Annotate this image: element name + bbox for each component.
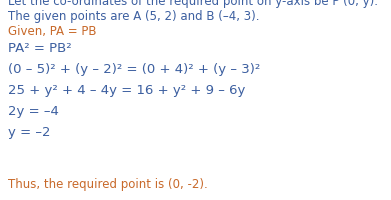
Text: Let the co-ordinates of the required point on y-axis be P (0, y).: Let the co-ordinates of the required poi… xyxy=(8,0,378,8)
Text: The given points are A (5, 2) and B (–4, 3).: The given points are A (5, 2) and B (–4,… xyxy=(8,10,260,23)
Text: 2y = –4: 2y = –4 xyxy=(8,104,59,117)
Text: Thus, the required point is (0, -2).: Thus, the required point is (0, -2). xyxy=(8,177,208,190)
Text: 25 + y² + 4 – 4y = 16 + y² + 9 – 6y: 25 + y² + 4 – 4y = 16 + y² + 9 – 6y xyxy=(8,84,246,97)
Text: Given, PA = PB: Given, PA = PB xyxy=(8,25,97,38)
Text: (0 – 5)² + (y – 2)² = (0 + 4)² + (y – 3)²: (0 – 5)² + (y – 2)² = (0 + 4)² + (y – 3)… xyxy=(8,63,260,76)
Text: y = –2: y = –2 xyxy=(8,125,50,138)
Text: PA² = PB²: PA² = PB² xyxy=(8,42,72,55)
